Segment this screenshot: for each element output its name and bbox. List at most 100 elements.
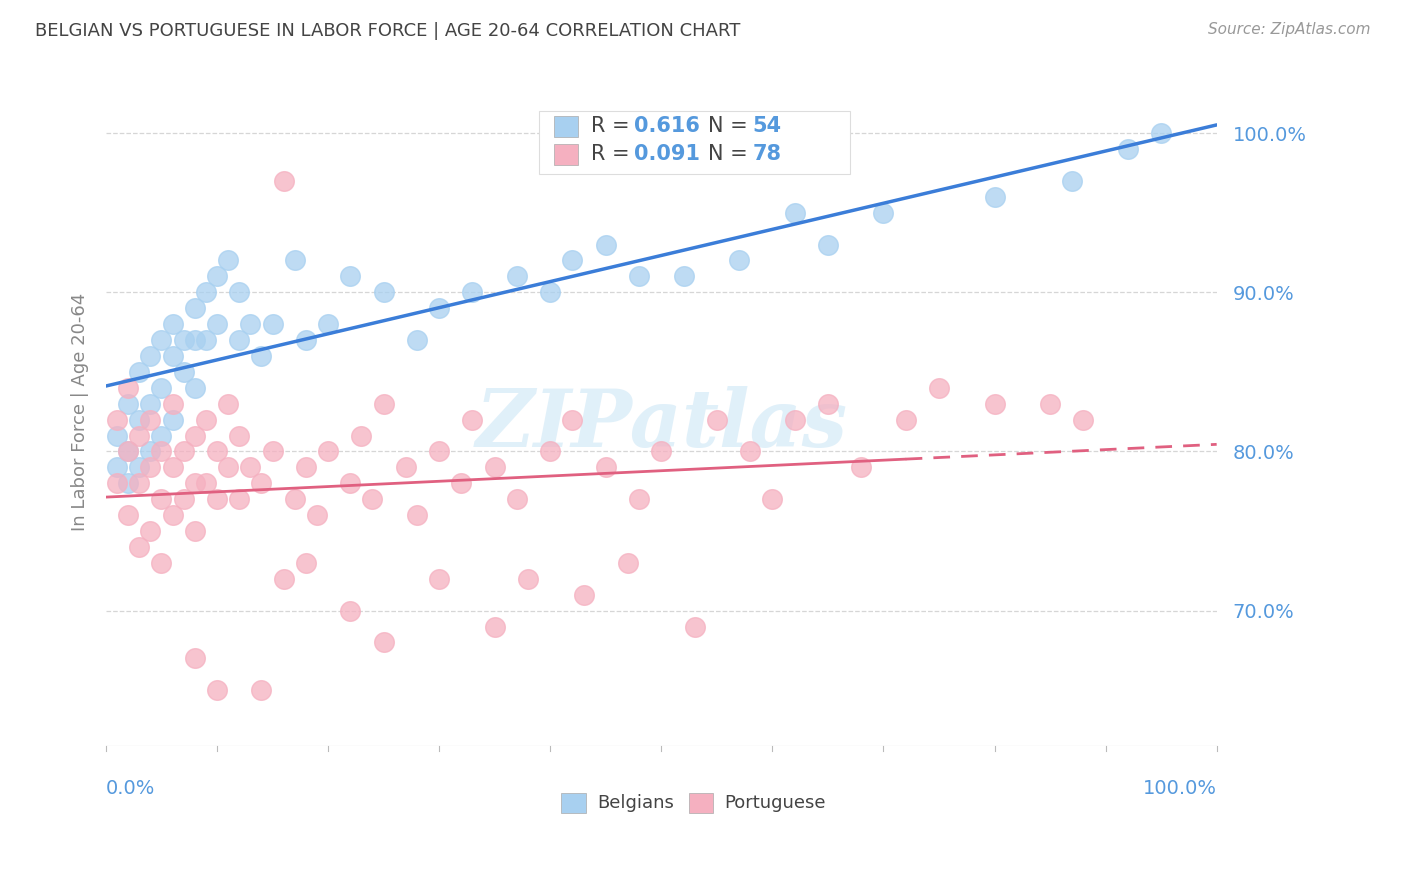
Point bbox=[117, 476, 139, 491]
Point bbox=[295, 333, 318, 347]
Point bbox=[817, 397, 839, 411]
Point bbox=[484, 619, 506, 633]
Point bbox=[262, 317, 284, 331]
FancyBboxPatch shape bbox=[689, 793, 713, 813]
Point bbox=[173, 333, 195, 347]
Text: 78: 78 bbox=[752, 145, 782, 164]
Point bbox=[105, 428, 128, 442]
Point bbox=[284, 492, 307, 507]
Point bbox=[105, 460, 128, 475]
Point bbox=[628, 269, 651, 284]
Point bbox=[928, 381, 950, 395]
Text: Belgians: Belgians bbox=[598, 794, 673, 812]
Point bbox=[194, 285, 217, 300]
Point bbox=[427, 572, 450, 586]
Point bbox=[373, 397, 395, 411]
Point bbox=[316, 444, 339, 458]
Point bbox=[139, 444, 162, 458]
Point bbox=[595, 237, 617, 252]
Point bbox=[628, 492, 651, 507]
Point bbox=[339, 604, 361, 618]
Point bbox=[117, 444, 139, 458]
Point bbox=[150, 428, 173, 442]
Point bbox=[650, 444, 672, 458]
Text: Source: ZipAtlas.com: Source: ZipAtlas.com bbox=[1208, 22, 1371, 37]
Text: R =: R = bbox=[592, 116, 630, 136]
Point bbox=[162, 412, 184, 426]
Point bbox=[173, 444, 195, 458]
Point bbox=[205, 492, 228, 507]
Point bbox=[461, 285, 484, 300]
Text: 0.616: 0.616 bbox=[634, 116, 699, 136]
Text: 54: 54 bbox=[752, 116, 782, 136]
Point bbox=[150, 444, 173, 458]
Point bbox=[506, 492, 529, 507]
Point bbox=[894, 412, 917, 426]
Point bbox=[117, 397, 139, 411]
Point bbox=[228, 285, 250, 300]
Point bbox=[239, 460, 262, 475]
Point bbox=[395, 460, 418, 475]
Point bbox=[128, 460, 150, 475]
Point bbox=[427, 444, 450, 458]
Text: 0.0%: 0.0% bbox=[105, 780, 155, 798]
Point bbox=[406, 508, 429, 522]
Point bbox=[162, 397, 184, 411]
Point bbox=[983, 190, 1005, 204]
Point bbox=[783, 205, 806, 219]
Point bbox=[184, 476, 207, 491]
Point bbox=[128, 365, 150, 379]
Point bbox=[228, 492, 250, 507]
Point bbox=[461, 412, 484, 426]
Point bbox=[783, 412, 806, 426]
Point bbox=[150, 333, 173, 347]
Point bbox=[250, 476, 273, 491]
Point bbox=[194, 333, 217, 347]
Point bbox=[184, 651, 207, 665]
Point bbox=[150, 381, 173, 395]
Point bbox=[450, 476, 472, 491]
Point bbox=[139, 460, 162, 475]
Point bbox=[538, 285, 561, 300]
Point bbox=[184, 524, 207, 538]
Point bbox=[173, 492, 195, 507]
Point bbox=[217, 253, 239, 268]
Point bbox=[239, 317, 262, 331]
Point bbox=[205, 683, 228, 698]
Point bbox=[761, 492, 783, 507]
Point bbox=[851, 460, 873, 475]
Point bbox=[284, 253, 307, 268]
Text: BELGIAN VS PORTUGUESE IN LABOR FORCE | AGE 20-64 CORRELATION CHART: BELGIAN VS PORTUGUESE IN LABOR FORCE | A… bbox=[35, 22, 741, 40]
Point bbox=[105, 476, 128, 491]
Point bbox=[350, 428, 373, 442]
Point bbox=[139, 412, 162, 426]
Point bbox=[273, 174, 295, 188]
Point bbox=[295, 556, 318, 570]
FancyBboxPatch shape bbox=[554, 116, 578, 137]
Point bbox=[139, 524, 162, 538]
Point bbox=[228, 428, 250, 442]
Point bbox=[361, 492, 384, 507]
Point bbox=[117, 444, 139, 458]
Point bbox=[1116, 142, 1139, 156]
Point bbox=[150, 492, 173, 507]
Point bbox=[205, 269, 228, 284]
FancyBboxPatch shape bbox=[554, 144, 578, 165]
Point bbox=[162, 317, 184, 331]
Point bbox=[484, 460, 506, 475]
Point bbox=[205, 317, 228, 331]
FancyBboxPatch shape bbox=[538, 111, 851, 174]
Point bbox=[128, 428, 150, 442]
Point bbox=[128, 540, 150, 554]
Text: 100.0%: 100.0% bbox=[1143, 780, 1216, 798]
Point bbox=[572, 588, 595, 602]
Text: Portuguese: Portuguese bbox=[724, 794, 827, 812]
Point bbox=[184, 301, 207, 316]
Point bbox=[561, 412, 583, 426]
Point bbox=[706, 412, 728, 426]
Text: N =: N = bbox=[709, 116, 748, 136]
FancyBboxPatch shape bbox=[561, 793, 586, 813]
Point bbox=[373, 285, 395, 300]
Point bbox=[339, 476, 361, 491]
Point bbox=[1062, 174, 1084, 188]
